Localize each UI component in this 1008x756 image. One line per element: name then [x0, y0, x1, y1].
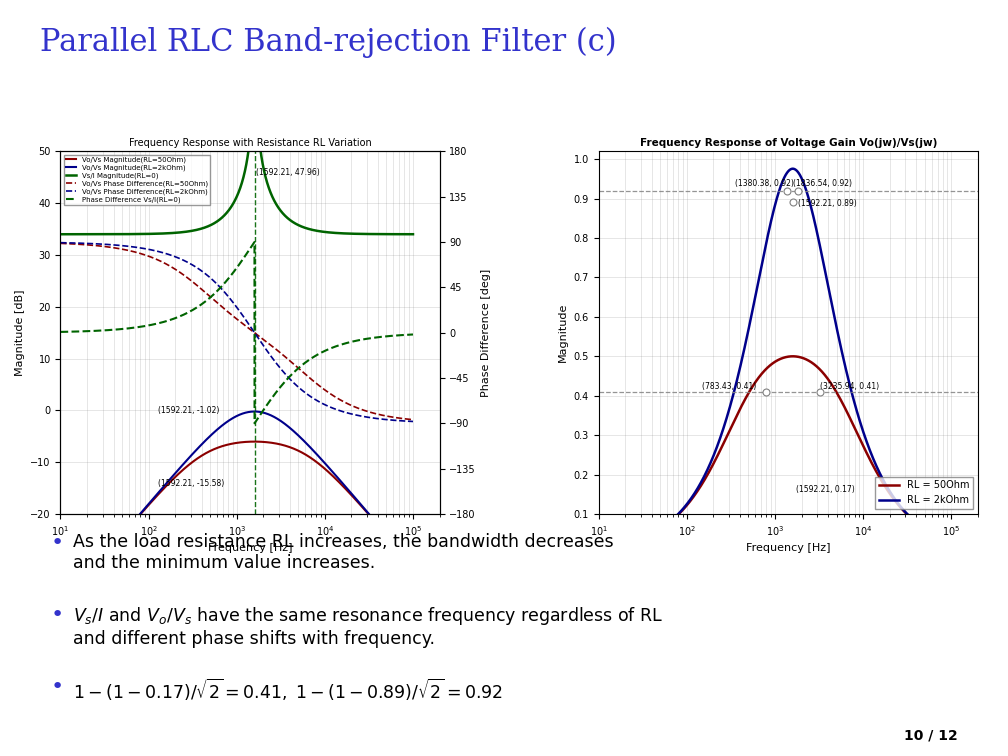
Title: Frequency Response with Resistance RL Variation: Frequency Response with Resistance RL Va… — [129, 138, 371, 147]
Text: (1592.21, 0.89): (1592.21, 0.89) — [798, 199, 857, 208]
Text: (1380.38, 0.92): (1380.38, 0.92) — [735, 178, 793, 187]
Text: (1592.21, 0.17): (1592.21, 0.17) — [796, 485, 855, 494]
RL = 50Ohm — [883, 488, 895, 497]
Text: $V_s/I$ and $V_o/V_s$ have the same resonance frequency regardless of RL
and dif: $V_s/I$ and $V_o/V_s$ have the same reso… — [73, 605, 662, 648]
RL = 2kOhm — [804, 200, 816, 209]
Text: (1592.21, -1.02): (1592.21, -1.02) — [158, 406, 220, 415]
RL = 2kOhm — [786, 164, 798, 173]
X-axis label: Frequency [Hz]: Frequency [Hz] — [746, 543, 831, 553]
RL = 2kOhm — [856, 423, 868, 432]
Y-axis label: Phase Difference [deg]: Phase Difference [deg] — [482, 268, 492, 397]
RL = 50Ohm — [786, 352, 798, 361]
RL = 50Ohm — [728, 418, 740, 427]
Line: RL = 2kOhm: RL = 2kOhm — [599, 169, 952, 549]
RL = 50Ohm — [822, 375, 834, 384]
RL = 50Ohm — [856, 438, 868, 448]
RL = 50Ohm — [656, 523, 668, 532]
Text: •: • — [50, 677, 64, 696]
Text: •: • — [50, 533, 64, 553]
Text: (783.43, 0.41): (783.43, 0.41) — [703, 383, 757, 392]
RL = 2kOhm — [946, 537, 958, 546]
Title: Frequency Response of Voltage Gain Vo(jw)/Vs(jw): Frequency Response of Voltage Gain Vo(jw… — [639, 138, 936, 147]
Y-axis label: Magnitude [dB]: Magnitude [dB] — [15, 290, 25, 376]
RL = 2kOhm — [656, 522, 668, 531]
RL = 50Ohm — [946, 537, 958, 546]
Text: Parallel RLC Band-rejection Filter (c): Parallel RLC Band-rejection Filter (c) — [40, 26, 617, 57]
RL = 2kOhm — [883, 485, 895, 494]
RL = 50Ohm — [593, 544, 605, 553]
Legend: Vo/Vs Magnitude(RL=50Ohm), Vo/Vs Magnitude(RL=2kOhm), Vs/I Magnitude(RL=0), Vo/V: Vo/Vs Magnitude(RL=50Ohm), Vo/Vs Magnitu… — [64, 155, 211, 205]
RL = 2kOhm — [822, 281, 834, 290]
Text: (1592.21, 47.96): (1592.21, 47.96) — [256, 168, 321, 177]
Text: $1 - (1 - 0.17)/\sqrt{2} = 0.41, \; 1 - (1 - 0.89)/\sqrt{2} = 0.92$: $1 - (1 - 0.17)/\sqrt{2} = 0.41, \; 1 - … — [73, 677, 503, 702]
Text: As the load resistance RL increases, the bandwidth decreases
and the minimum val: As the load resistance RL increases, the… — [73, 533, 613, 572]
X-axis label: Frequency [Hz]: Frequency [Hz] — [208, 543, 292, 553]
Line: RL = 50Ohm: RL = 50Ohm — [599, 356, 952, 549]
Text: (1592.21, -15.58): (1592.21, -15.58) — [158, 479, 224, 488]
RL = 50Ohm — [804, 357, 816, 366]
Text: (3235.94, 0.41): (3235.94, 0.41) — [820, 383, 879, 392]
Text: •: • — [50, 605, 64, 624]
Text: (1836.54, 0.92): (1836.54, 0.92) — [793, 178, 853, 187]
RL = 2kOhm — [728, 389, 740, 398]
Text: 10 / 12: 10 / 12 — [904, 728, 958, 742]
RL = 2kOhm — [593, 544, 605, 553]
Legend: RL = 50Ohm, RL = 2kOhm: RL = 50Ohm, RL = 2kOhm — [875, 476, 973, 510]
Y-axis label: Magnitude: Magnitude — [558, 303, 569, 362]
